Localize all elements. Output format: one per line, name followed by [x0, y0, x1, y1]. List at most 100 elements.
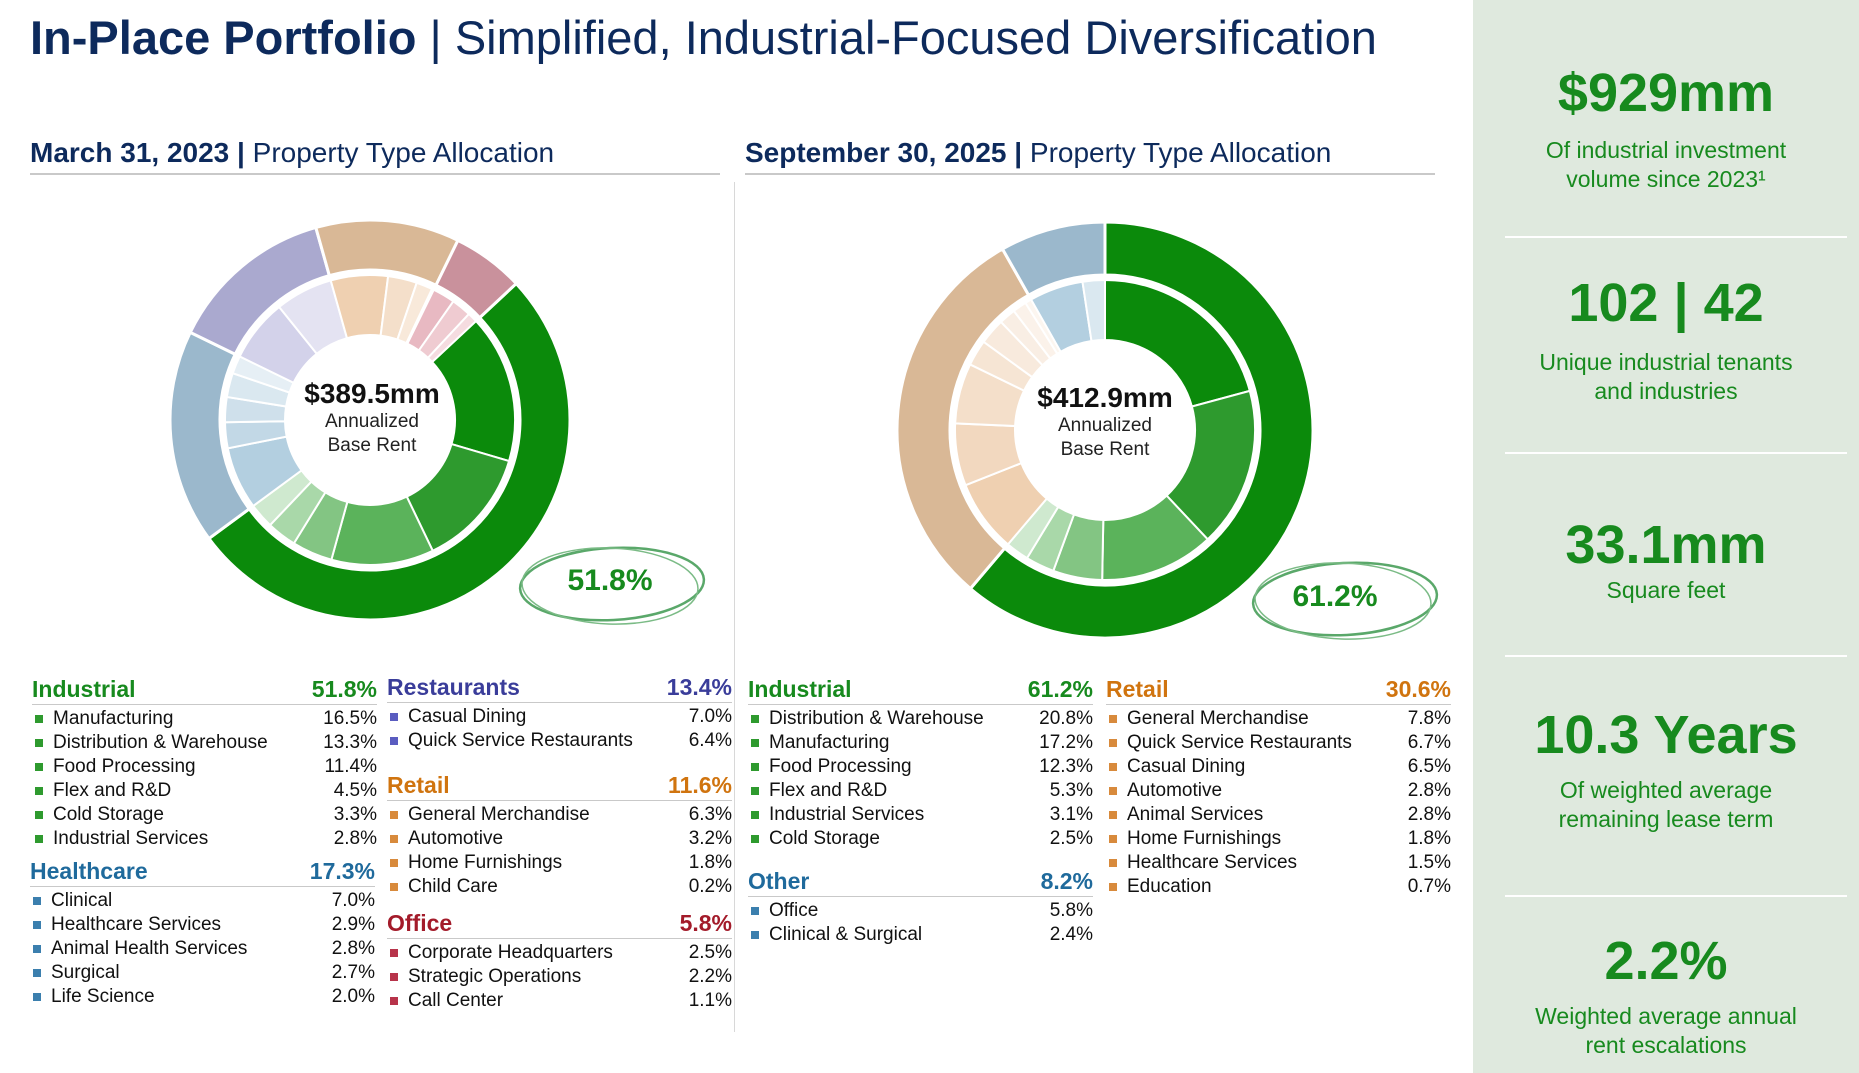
legend-item-label: Healthcare Services	[30, 913, 221, 937]
legend-item: Industrial Services 3.1%	[748, 803, 1093, 827]
legend-item-name: General Merchandise	[1127, 708, 1309, 729]
legend-swatch	[1109, 763, 1117, 771]
panel-header-separator: |	[1006, 137, 1030, 168]
center-line1: Annualized	[1057, 415, 1153, 436]
legend-item: Quick Service Restaurants 6.4%	[387, 729, 732, 753]
legend-swatch	[751, 739, 759, 747]
legend-item: Healthcare Services 2.9%	[30, 913, 375, 937]
legend-item-value: 13.3%	[323, 732, 377, 753]
legend-item-label: Automotive	[387, 827, 503, 851]
stat-desc-line1: Square feet	[1606, 577, 1726, 603]
legend-swatch	[35, 715, 43, 723]
panel-date: September 30, 2025	[745, 137, 1007, 168]
legend-item-value: 2.8%	[1407, 780, 1451, 801]
legend-swatch	[390, 973, 398, 981]
legend-item: General Merchandise 7.8%	[1106, 707, 1451, 731]
legend-item: Automotive 2.8%	[1106, 779, 1451, 803]
legend-item: Manufacturing 17.2%	[748, 731, 1093, 755]
legend-swatch	[751, 763, 759, 771]
legend-group-total: 13.4%	[666, 674, 732, 700]
page-title: In-Place Portfolio | Simplified, Industr…	[30, 10, 1377, 65]
legend-item-value: 6.3%	[688, 804, 732, 825]
legend-item-name: Clinical	[51, 890, 113, 911]
legend-item-label: Food Processing	[32, 755, 196, 779]
legend-item: Automotive 3.2%	[387, 827, 732, 851]
outer-slice-office	[433, 238, 519, 320]
stat-value: $929mm	[1557, 63, 1775, 123]
legend-item-name: Quick Service Restaurants	[1127, 732, 1352, 753]
legend-item-value: 5.8%	[1049, 900, 1093, 921]
legend-item: Life Science 2.0%	[30, 985, 375, 1009]
legend-item-name: Life Science	[51, 986, 155, 1007]
legend-item-name: Cold Storage	[53, 804, 164, 825]
legend-group-total: 30.6%	[1385, 676, 1451, 702]
stat-lease-term: 10.3 Years Of weighted average remaining…	[1473, 704, 1859, 834]
legend-swatch	[35, 763, 43, 771]
legend-swatch	[35, 835, 43, 843]
legend-item-name: Manufacturing	[769, 732, 890, 753]
legend-item-name: Flex and R&D	[53, 780, 172, 801]
legend-group-office: Office 5.8% Corporate Headquarters 2.5% Stra…	[387, 910, 732, 1013]
legend-item-name: Automotive	[408, 828, 504, 849]
legend-item-label: Industrial Services	[32, 827, 208, 851]
legend-item-value: 4.5%	[333, 780, 377, 801]
outer-slice-industrial	[206, 281, 570, 620]
legend-item: General Merchandise 6.3%	[387, 803, 732, 827]
donut-center-2023: $389.5mm Annualized Base Rent	[272, 378, 472, 458]
legend-item: Casual Dining 7.0%	[387, 705, 732, 729]
legend-item-value: 3.2%	[688, 828, 732, 849]
legend-item: Distribution & Warehouse 20.8%	[748, 707, 1093, 731]
legend-item-label: Home Furnishings	[387, 851, 562, 875]
page-title-rest: Simplified, Industrial-Focused Diversifi…	[454, 11, 1377, 64]
legend-item-value: 7.0%	[688, 706, 732, 727]
legend-item-value: 2.2%	[688, 966, 732, 987]
legend-item-name: Strategic Operations	[408, 966, 582, 987]
legend-item-label: Child Care	[387, 875, 498, 899]
legend-item-label: Surgical	[30, 961, 120, 985]
legend-item-name: Corporate Headquarters	[408, 942, 613, 963]
page-title-bold: In-Place Portfolio	[30, 11, 417, 64]
legend-item: Flex and R&D 5.3%	[748, 779, 1093, 803]
legend-item-value: 3.3%	[333, 804, 377, 825]
legend-swatch	[33, 897, 41, 905]
stat-desc-line2: rent escalations	[1585, 1032, 1747, 1058]
page-title-separator: |	[416, 11, 455, 64]
legend-swatch	[1109, 739, 1117, 747]
legend-item-label: Education	[1106, 875, 1212, 899]
legend-item: Surgical 2.7%	[30, 961, 375, 985]
legend-swatch	[1109, 883, 1117, 891]
legend-group-total: 51.8%	[311, 676, 377, 702]
legend-group-name: Healthcare	[30, 858, 148, 884]
legend-item-name: Surgical	[51, 962, 120, 983]
legend-item-name: Distribution & Warehouse	[53, 732, 268, 753]
outer-slice-retail	[895, 246, 1031, 591]
legend-swatch	[35, 739, 43, 747]
legend-item-value: 20.8%	[1039, 708, 1093, 729]
legend-item-name: Clinical & Surgical	[769, 924, 923, 945]
panel-header-2025: September 30, 2025 | Property Type Alloc…	[745, 137, 1435, 175]
legend-swatch	[33, 921, 41, 929]
legend-item-value: 16.5%	[323, 708, 377, 729]
legend-item-name: Casual Dining	[1127, 756, 1246, 777]
legend-group-header: Healthcare 17.3%	[30, 858, 375, 887]
legend-item-label: Home Furnishings	[1106, 827, 1281, 851]
legend-item-label: Flex and R&D	[32, 779, 171, 803]
panel-header-2023: March 31, 2023 | Property Type Allocatio…	[30, 137, 720, 175]
center-line2: Base Rent	[327, 435, 417, 456]
legend-item-name: Distribution & Warehouse	[769, 708, 984, 729]
legend-item-label: Manufacturing	[748, 731, 889, 755]
stat-desc-line2: remaining lease term	[1558, 806, 1774, 832]
stat-value: 10.3 Years	[1534, 705, 1798, 765]
panel-header-separator: |	[229, 137, 253, 168]
legend-group-header: Other 8.2%	[748, 868, 1093, 897]
center-line1: Annualized	[324, 411, 420, 432]
legend-swatch	[390, 997, 398, 1005]
legend-item-value: 17.2%	[1039, 732, 1093, 753]
legend-item-name: General Merchandise	[408, 804, 590, 825]
legend-group-header: Restaurants 13.4%	[387, 674, 732, 703]
legend-item-name: Flex and R&D	[769, 780, 888, 801]
legend-group-retail: Retail 30.6% General Merchandise 7.8% Quick …	[1106, 676, 1451, 899]
legend-item-value: 1.5%	[1407, 852, 1451, 873]
stat-divider	[1505, 895, 1847, 897]
legend-item: Animal Health Services 2.8%	[30, 937, 375, 961]
